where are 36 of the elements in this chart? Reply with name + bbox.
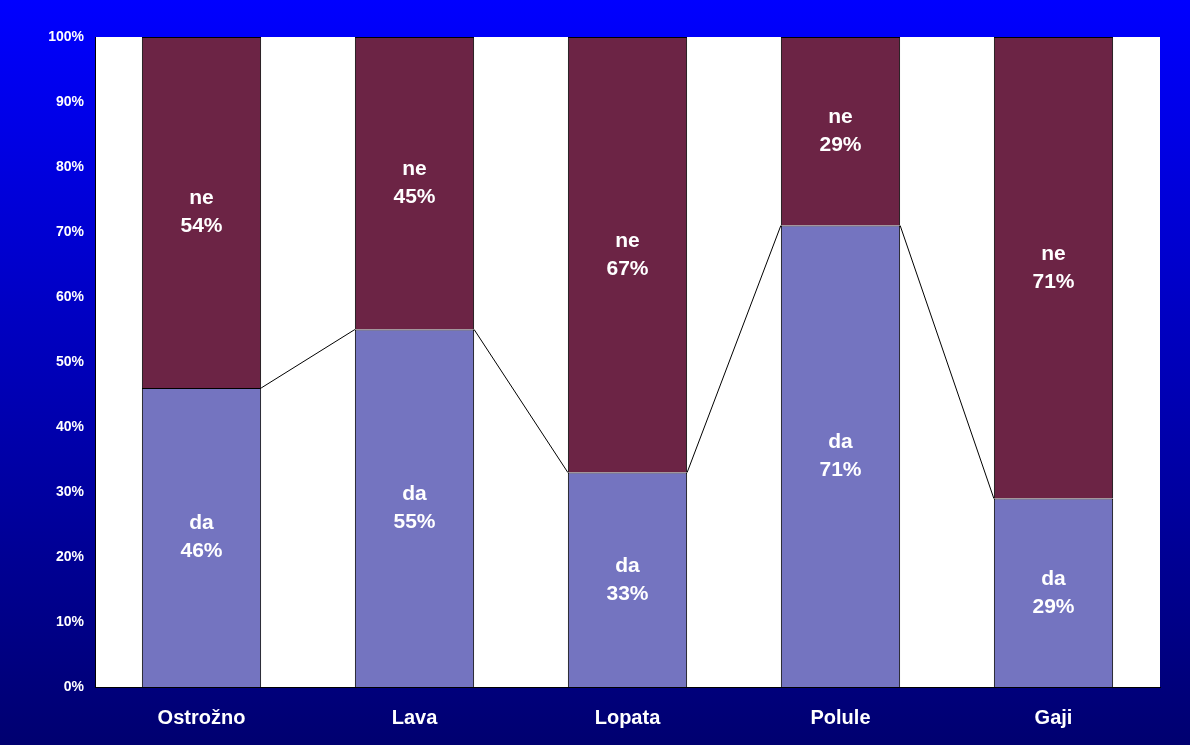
- text: ne: [402, 156, 427, 180]
- text: da: [828, 429, 853, 453]
- x-tick-label: Lava: [391, 705, 439, 728]
- text: ne: [615, 227, 640, 251]
- y-tick-label: 20%: [55, 547, 85, 564]
- data-label: 71%: [819, 457, 862, 481]
- x-tick-label: Lopata: [594, 705, 662, 728]
- data-label: 55%: [393, 509, 436, 533]
- text: ne: [828, 104, 853, 128]
- y-tick-label: 30%: [55, 482, 85, 499]
- x-tick-label: Ostrožno: [157, 705, 246, 728]
- data-label: 46%: [180, 538, 223, 562]
- x-tick-label: Polule: [810, 705, 871, 728]
- data-label: 29%: [1032, 593, 1075, 617]
- text: da: [1041, 565, 1066, 589]
- text: da: [615, 552, 640, 576]
- y-tick-label: 40%: [55, 417, 85, 434]
- data-label: 71%: [1032, 268, 1075, 292]
- y-tick-label: 90%: [55, 92, 85, 109]
- y-tick-label: 10%: [55, 612, 85, 629]
- data-label: 67%: [606, 255, 649, 279]
- text: da: [402, 481, 427, 505]
- y-tick-label: 100%: [48, 27, 85, 44]
- y-tick-label: 50%: [55, 352, 85, 369]
- y-tick-label: 80%: [55, 157, 85, 174]
- data-label: 33%: [606, 580, 649, 604]
- y-tick-label: 0%: [63, 677, 85, 694]
- data-label: 54%: [180, 213, 223, 237]
- data-label: 29%: [819, 132, 862, 156]
- series-label: ne: [189, 185, 214, 209]
- data-label: 45%: [393, 184, 436, 208]
- x-tick-label: Gaji: [1034, 705, 1073, 728]
- text: ne: [1041, 240, 1066, 264]
- y-tick-label: 70%: [55, 222, 85, 239]
- series-label: da: [189, 510, 215, 534]
- y-tick-label: 60%: [55, 287, 85, 304]
